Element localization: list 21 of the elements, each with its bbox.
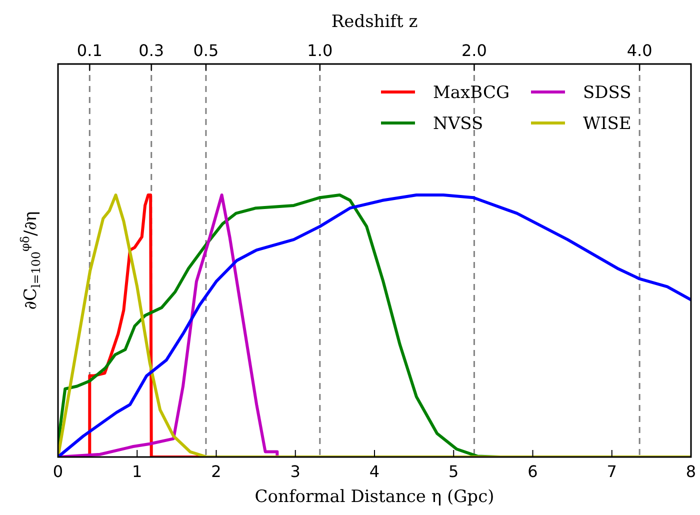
annotation: 1.0 [307,41,333,60]
x-tick-label: 0 [52,462,64,481]
x2-axis-title: Redshift z [331,12,418,32]
annotation: 0.3 [138,41,164,60]
x-tick-label: 5 [448,462,459,481]
legend-label: WISE [583,114,632,134]
annotation: 0.1 [76,41,102,60]
x-tick-label: 6 [528,462,538,481]
x-axis-title: Conformal Distance η (Gpc) [254,487,494,507]
annotation: 0.5 [193,41,219,60]
x-tick-label: 8 [686,462,696,481]
x-tick-label: 7 [606,462,617,481]
legend-label: MaxBCG [433,83,510,103]
x-tick-label: 1 [132,462,142,481]
x-tick-label: 3 [290,462,300,481]
x-tick-label: 4 [369,462,380,481]
x-tick-label: 2 [211,462,222,481]
legend-label: SDSS [583,83,632,103]
annotation: 2.0 [461,41,487,60]
annotation: 4.0 [626,41,652,60]
legend-label: NVSS [433,114,484,134]
